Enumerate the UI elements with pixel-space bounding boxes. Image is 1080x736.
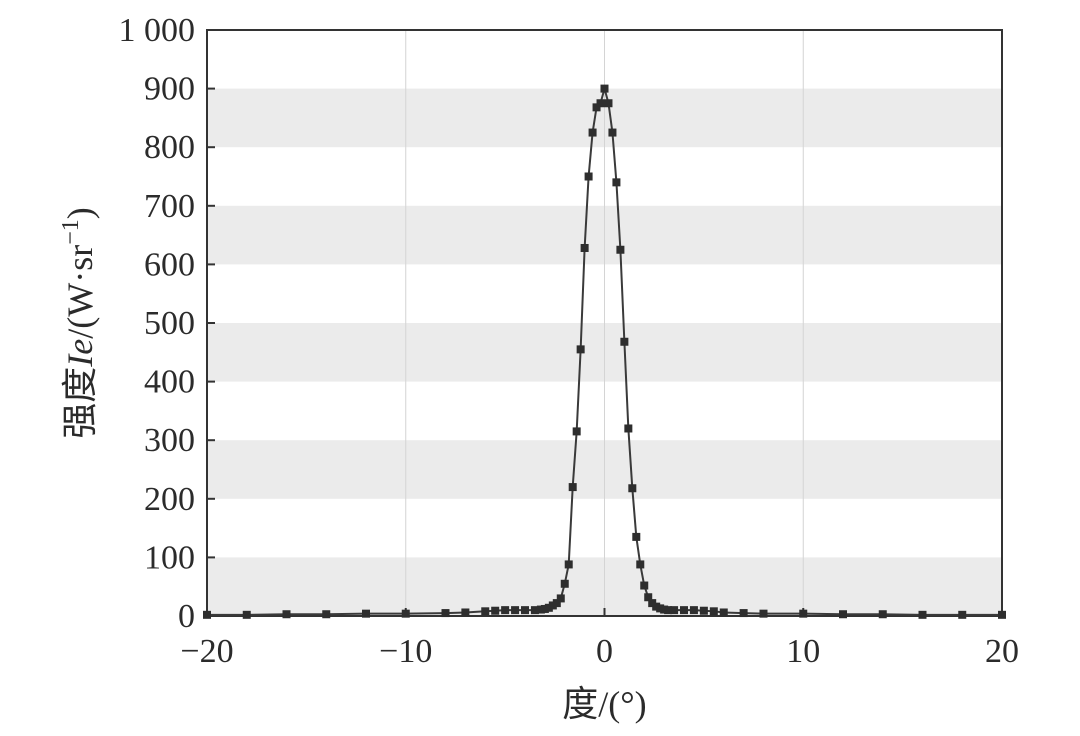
tick-labels: −20 −10 0 10 2001002003004005006007008009001… (119, 12, 1020, 670)
data-point (530, 606, 539, 615)
data-point (203, 610, 211, 619)
data-point (636, 560, 645, 569)
y-tick-label: 600 (144, 246, 195, 283)
data-point (564, 560, 573, 569)
data-point (461, 608, 470, 617)
y-tick-label: 900 (144, 71, 195, 108)
data-point (576, 345, 585, 354)
x-tick-label: −10 (379, 633, 432, 670)
data-point (511, 606, 520, 615)
data-point (401, 609, 410, 618)
data-point (556, 594, 565, 603)
data-point (588, 128, 597, 137)
data-point (759, 609, 768, 618)
data-point (839, 610, 847, 619)
data-point (644, 593, 653, 602)
y-tick-label: 200 (144, 481, 195, 518)
data-point (572, 427, 581, 436)
data-point (608, 128, 617, 137)
data-point (616, 245, 625, 254)
data-point (709, 607, 718, 616)
data-point (584, 172, 593, 181)
data-point (282, 610, 291, 619)
x-tick-label: 10 (786, 633, 820, 670)
data-point (620, 337, 629, 346)
y-axis-title-close: ) (60, 207, 100, 219)
data-point (612, 178, 621, 187)
data-point (568, 483, 577, 492)
data-point (441, 609, 450, 618)
data-point (628, 484, 637, 493)
y-tick-label: 800 (144, 129, 195, 166)
data-point (689, 606, 698, 615)
data-point (670, 606, 679, 615)
data-point (719, 608, 728, 617)
data-point (580, 243, 589, 252)
y-tick-label: 100 (144, 539, 195, 576)
x-tick-label: 20 (985, 633, 1019, 670)
data-point (242, 610, 251, 619)
data-point (491, 606, 500, 615)
y-tick-label: 500 (144, 305, 195, 342)
data-point (624, 424, 633, 433)
data-point (501, 606, 510, 615)
data-point (918, 610, 927, 619)
data-point (664, 606, 673, 615)
data-point (552, 599, 561, 608)
data-point (998, 610, 1006, 619)
y-tick-label: 400 (144, 364, 195, 401)
data-point (322, 610, 331, 619)
y-tick-label: 0 (178, 598, 195, 635)
data-point (596, 99, 605, 108)
data-point (481, 607, 490, 616)
x-tick-label: −20 (180, 633, 233, 670)
y-axis-title-superscript: −1 (58, 219, 84, 245)
y-tick-label: 300 (144, 422, 195, 459)
data-point (680, 606, 688, 615)
data-point (362, 609, 370, 618)
data-point (958, 610, 967, 619)
x-tick-label: 0 (596, 633, 613, 670)
y-tick-label: 1 000 (119, 12, 196, 49)
y-axis-title-unit: /(W·sr (60, 245, 100, 339)
data-point (878, 610, 887, 619)
data-point (604, 99, 613, 108)
data-point (739, 609, 748, 618)
data-point (632, 532, 641, 541)
data-point (592, 103, 601, 112)
data-point (799, 609, 808, 618)
data-point (640, 581, 649, 590)
series-group (203, 84, 1006, 619)
y-axis-title-prefix: 强度 (60, 367, 100, 439)
y-axis-title-symbol: Ie (60, 339, 100, 368)
y-tick-label: 700 (144, 188, 195, 225)
grid-lines (405, 30, 804, 616)
data-point (560, 579, 569, 588)
x-axis-title: 度/(°) (562, 684, 646, 724)
data-point (699, 606, 708, 615)
y-axis-title: 强度Ie/(W·sr−1) (58, 207, 100, 439)
data-point (521, 606, 529, 615)
data-point (600, 84, 609, 93)
